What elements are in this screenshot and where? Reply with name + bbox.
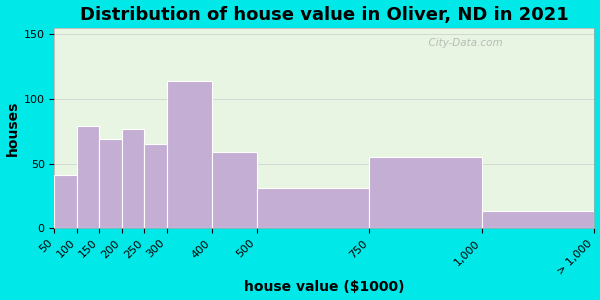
Bar xyxy=(122,129,145,228)
Bar xyxy=(55,175,77,228)
Y-axis label: houses: houses xyxy=(5,100,20,156)
X-axis label: house value ($1000): house value ($1000) xyxy=(244,280,404,294)
Text: City-Data.com: City-Data.com xyxy=(422,38,502,48)
Bar xyxy=(145,144,167,228)
Bar xyxy=(370,157,482,228)
Bar xyxy=(77,126,100,228)
Bar xyxy=(167,81,212,228)
Bar xyxy=(212,152,257,228)
Bar xyxy=(100,139,122,228)
Title: Distribution of house value in Oliver, ND in 2021: Distribution of house value in Oliver, N… xyxy=(80,6,569,24)
Bar xyxy=(482,212,595,228)
Bar xyxy=(257,188,370,228)
